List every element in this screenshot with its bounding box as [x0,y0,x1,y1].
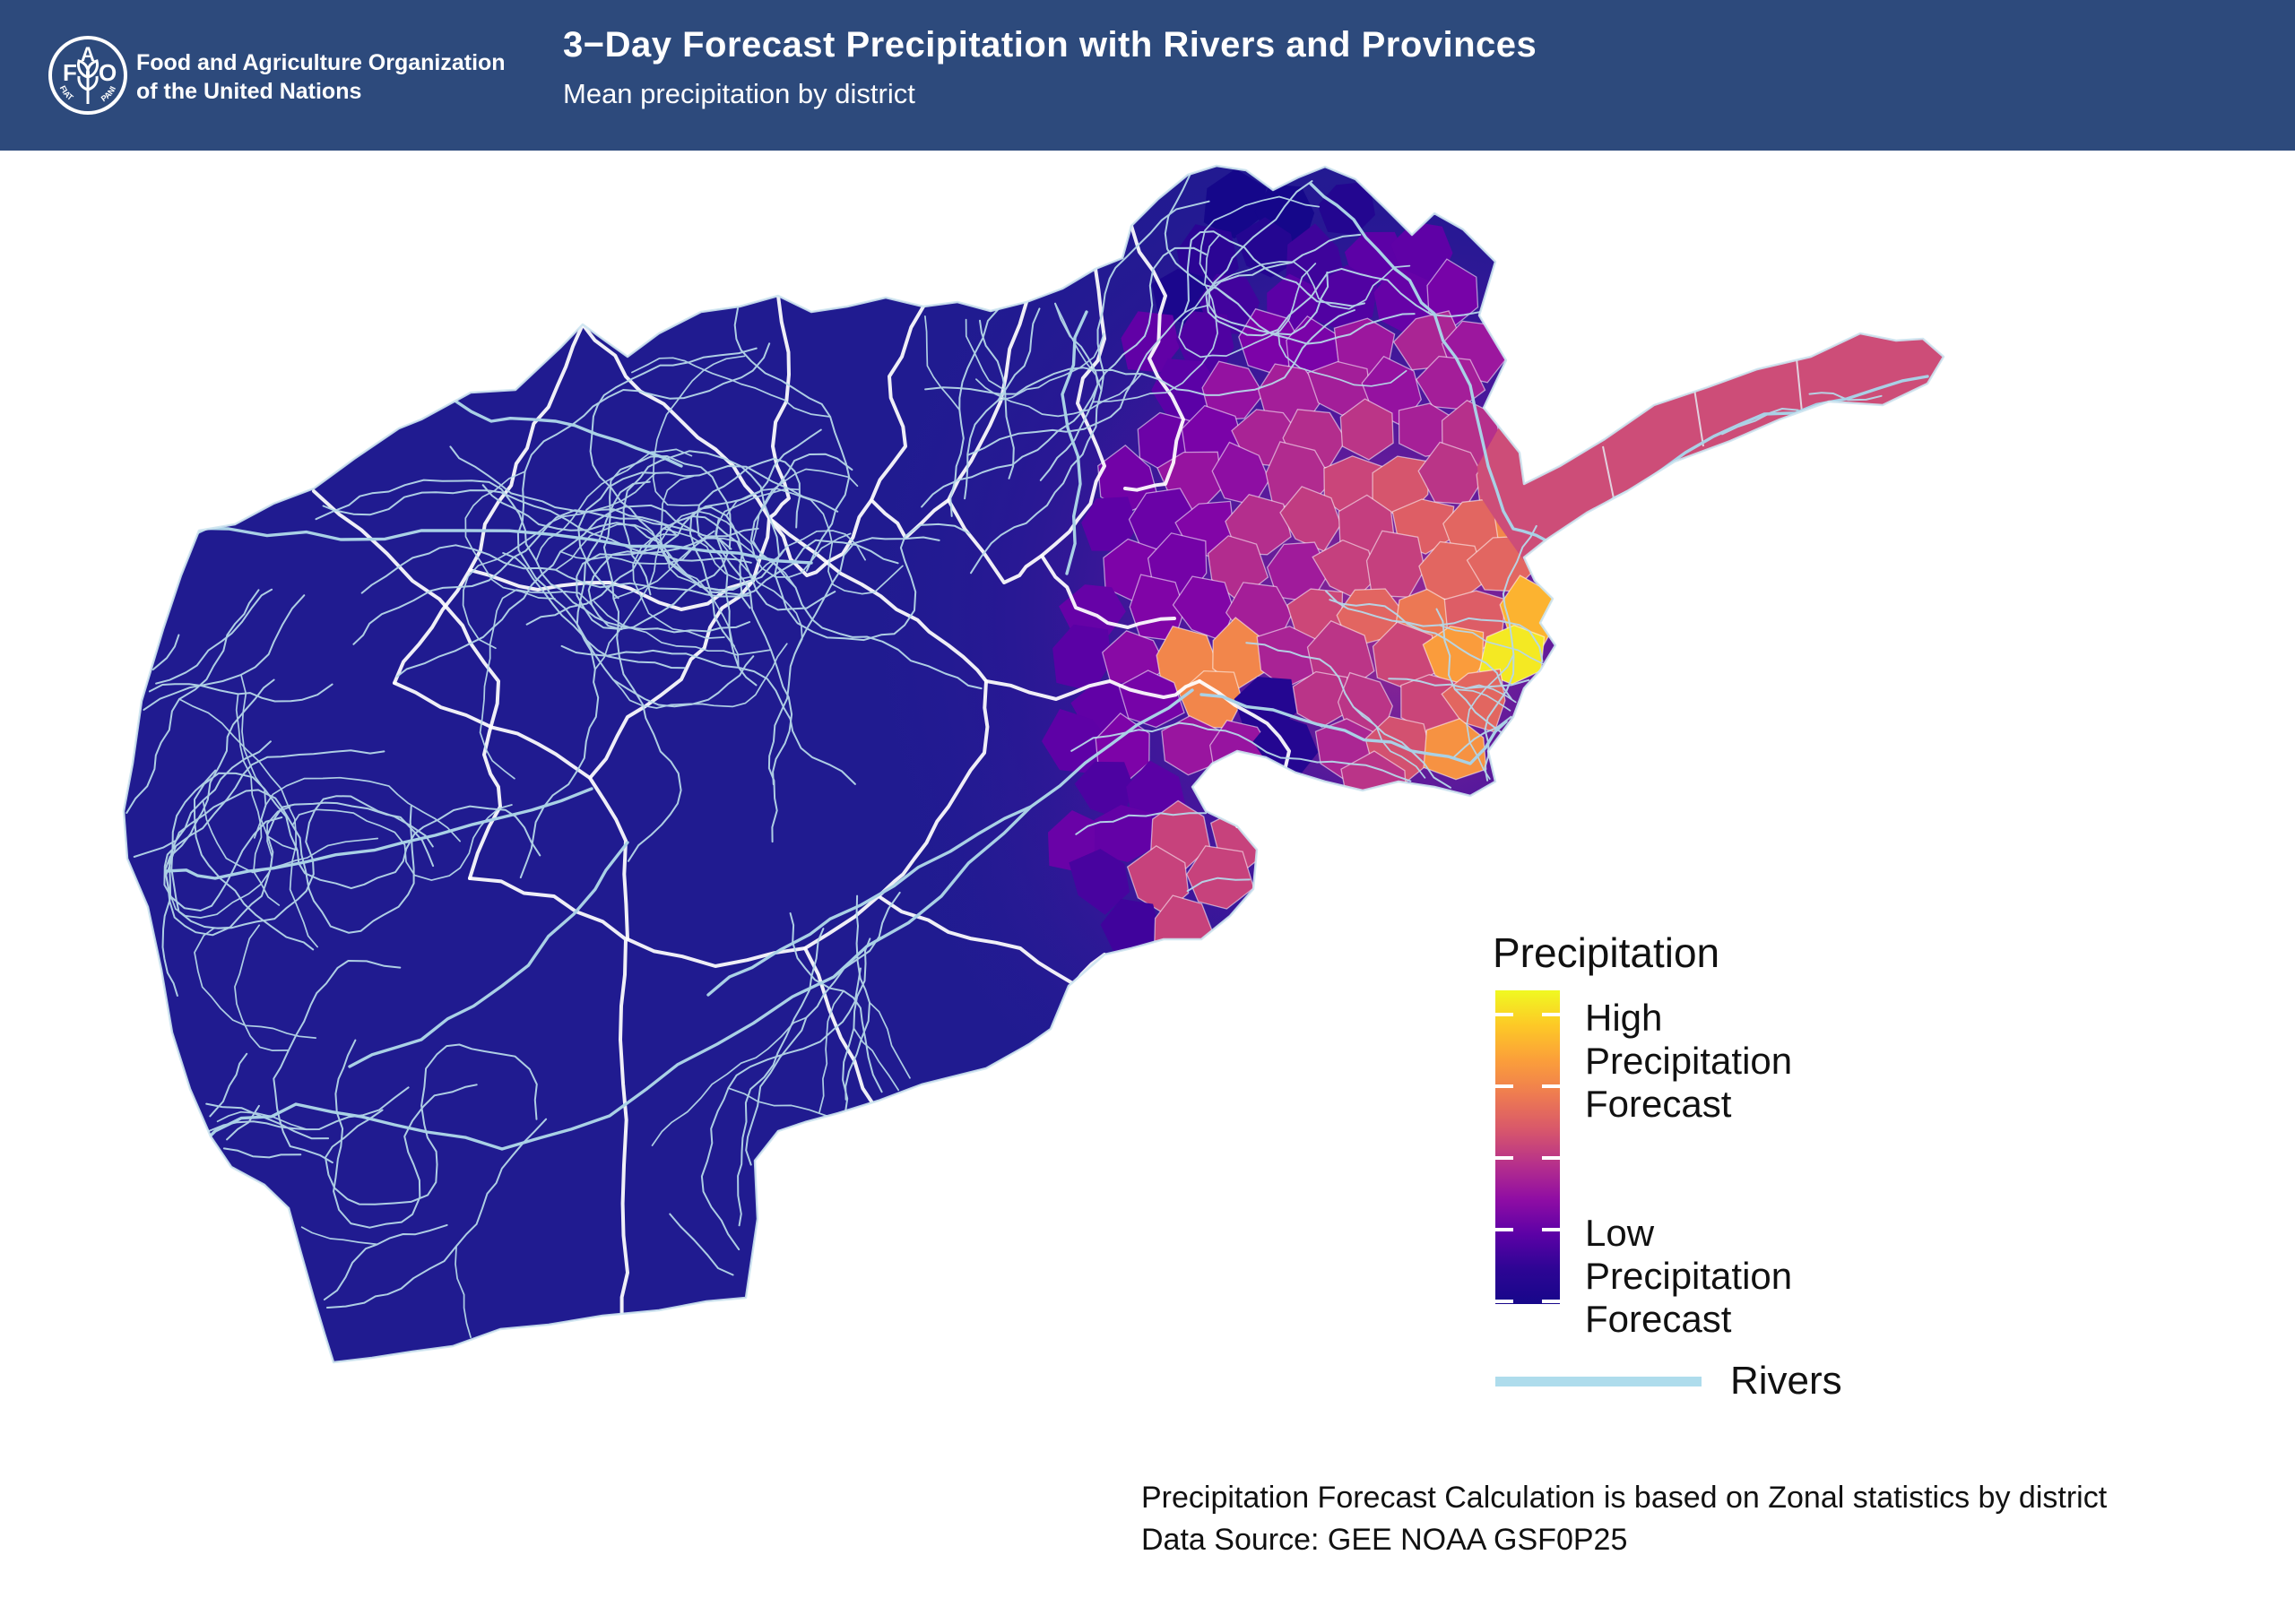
org-name: Food and Agriculture Organization of the… [136,48,506,106]
header-bar: FIAT PANIS F A O Food and Agriculture Or… [0,0,2295,151]
page-subtitle: Mean precipitation by district [563,78,915,109]
legend-rivers-label: Rivers [1730,1359,1842,1403]
wheat-icon [77,59,99,104]
colorbar-tick [1542,1013,1560,1016]
colorbar-tick [1542,1156,1560,1160]
caption-line2: Data Source: GEE NOAA GSF0P25 [1141,1523,1628,1557]
colorbar-tick [1495,1013,1513,1016]
page-title: 3−Day Forecast Precipitation with Rivers… [563,25,1537,65]
org-name-line1: Food and Agriculture Organization [136,50,506,75]
colorbar-tick [1495,1156,1513,1160]
rivers-swatch [1495,1377,1702,1386]
fao-letter-o: O [99,59,117,86]
colorbar-tick [1542,1300,1560,1303]
colorbar-tick [1542,1228,1560,1231]
legend-low-label: Low Precipitation Forecast [1585,1212,1793,1340]
caption-line1: Precipitation Forecast Calculation is ba… [1141,1481,2108,1515]
fao-logo: FIAT PANIS F A O [47,34,127,115]
fao-logo-ring [48,36,127,115]
fao-letter-a: A [81,43,95,65]
colorbar-tick [1542,1084,1560,1088]
colorbar-tick [1495,1228,1513,1231]
precipitation-colorbar [1495,990,1560,1304]
colorbar-tick [1495,1084,1513,1088]
fao-letter-f: F [63,59,77,86]
map-caption: Precipitation Forecast Calculation is ba… [1141,1477,2107,1561]
org-name-line2: of the United Nations [136,79,362,104]
legend-high-label: High Precipitation Forecast [1585,997,1793,1125]
legend-title: Precipitation [1493,929,1720,976]
colorbar-tick [1495,1300,1513,1303]
